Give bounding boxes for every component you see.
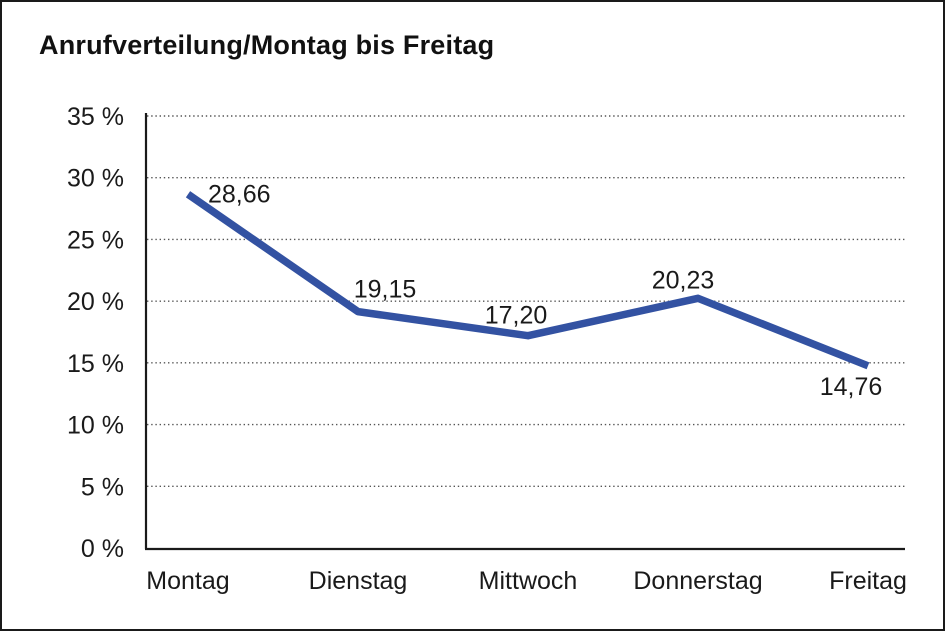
y-tick-label: 30 % [67, 165, 124, 193]
data-point-label: 20,23 [652, 266, 715, 294]
data-point-label: 28,66 [208, 180, 271, 208]
x-category-label: Dienstag [309, 567, 408, 595]
data-series-line [185, 191, 870, 370]
x-category-label: Mittwoch [479, 567, 578, 595]
y-tick-label: 15 % [67, 350, 124, 378]
x-category-label: Montag [146, 567, 229, 595]
x-category-label: Freitag [829, 567, 907, 595]
y-tick-label: 25 % [67, 226, 124, 254]
data-point-label: 14,76 [820, 373, 883, 401]
y-tick-label: 0 % [81, 535, 124, 563]
x-category-label: Donnerstag [633, 567, 762, 595]
chart-title: Anrufverteilung/Montag bis Freitag [39, 30, 495, 60]
data-point-label: 17,20 [485, 302, 548, 330]
y-tick-label: 5 % [81, 473, 124, 501]
y-tick-label: 20 % [67, 288, 124, 316]
y-tick-label: 35 % [67, 103, 124, 131]
y-tick-label: 10 % [67, 412, 124, 440]
data-point-label: 19,15 [354, 276, 417, 304]
